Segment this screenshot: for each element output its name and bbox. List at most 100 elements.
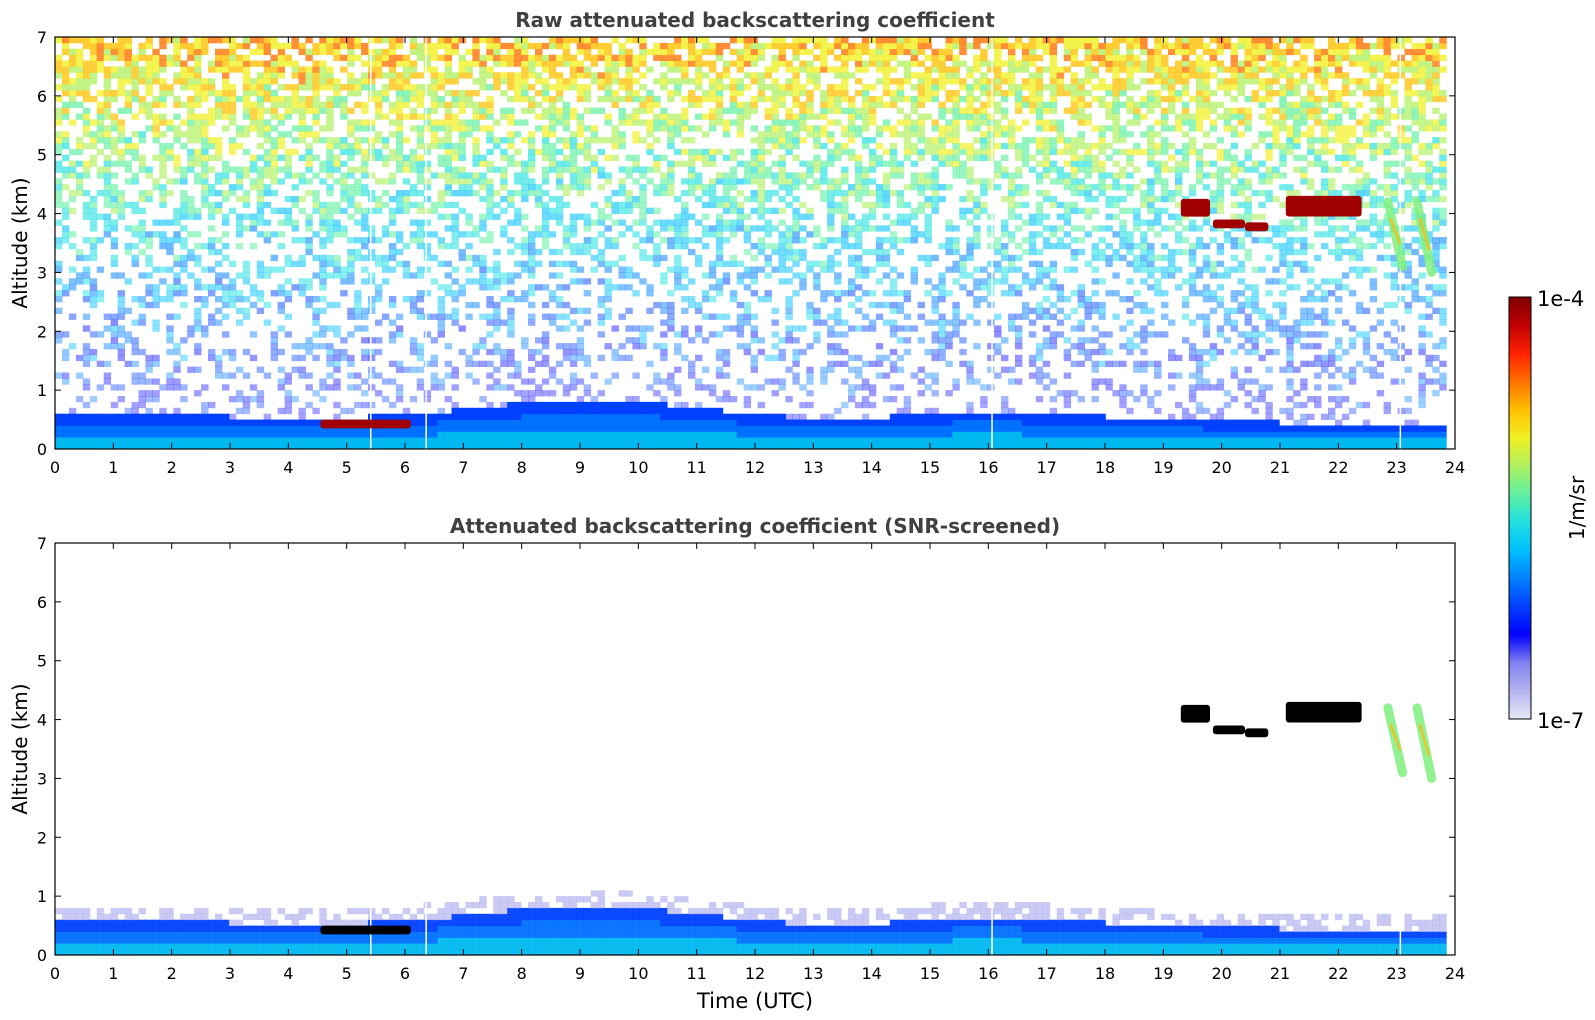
heatmap-cell [861, 219, 870, 226]
heatmap-cell [528, 396, 536, 403]
heatmap-cell [277, 366, 285, 373]
heatmap-cell [674, 237, 682, 244]
heatmap-cell [590, 131, 598, 138]
heatmap-cell [222, 125, 230, 132]
heatmap-cell [632, 107, 640, 114]
heatmap-cell [291, 343, 299, 350]
heatmap-cell [152, 443, 160, 449]
heatmap-cell [152, 184, 160, 191]
heatmap-cell [75, 254, 84, 262]
heatmap-cell [674, 366, 682, 373]
heatmap-cell [855, 431, 863, 438]
heatmap-cell [868, 148, 877, 156]
heatmap-cell [263, 237, 272, 244]
heatmap-cell [361, 443, 369, 449]
heatmap-cell [277, 419, 285, 426]
heatmap-cell [938, 425, 946, 432]
heatmap-cell [855, 66, 863, 73]
heatmap-cell [201, 48, 209, 56]
heatmap-cell [771, 413, 779, 420]
heatmap-cell [159, 84, 167, 91]
heatmap-cell [423, 178, 432, 185]
heatmap-cell [507, 48, 515, 56]
heatmap-cell [479, 213, 487, 220]
heatmap-cell [597, 278, 605, 285]
heatmap-cell [451, 37, 459, 44]
heatmap-cell [249, 213, 258, 220]
heatmap-cell [903, 219, 912, 226]
heatmap-cell [347, 184, 355, 191]
heatmap-cell [715, 407, 724, 415]
heatmap-cell [222, 372, 230, 379]
heatmap-cell [813, 284, 821, 291]
heatmap-cell [541, 213, 550, 220]
heatmap-cell [375, 48, 383, 56]
heatmap-cell [375, 207, 383, 214]
heatmap-cell [479, 396, 487, 403]
heatmap-cell [361, 278, 369, 285]
heatmap-cell [820, 113, 828, 120]
heatmap-cell [152, 301, 160, 309]
heatmap-cell [555, 419, 564, 426]
heatmap-cell [848, 278, 856, 285]
heatmap-cell [228, 42, 237, 50]
heatmap-cell [416, 348, 425, 356]
heatmap-cell [938, 78, 946, 85]
heatmap-cell [242, 107, 251, 114]
heatmap-cell [298, 431, 306, 438]
heatmap-cell [180, 301, 188, 309]
heatmap-cell [514, 296, 522, 303]
heatmap-cell [778, 378, 786, 385]
heatmap-cell [284, 166, 292, 173]
heatmap-cell [500, 90, 508, 97]
heatmap-cell [945, 72, 953, 79]
heatmap-cell [284, 437, 292, 444]
heatmap-cell [889, 366, 898, 373]
heatmap-cell [138, 78, 146, 85]
heatmap-cell [270, 331, 278, 338]
heatmap-cell [667, 184, 675, 191]
panel-raw-title: Raw attenuated backscattering coefficien… [515, 8, 995, 32]
heatmap-cell [910, 184, 918, 191]
heatmap-cell [910, 42, 918, 50]
heatmap-cell [855, 425, 863, 432]
heatmap-cell [514, 443, 522, 449]
heatmap-cell [117, 384, 125, 391]
heatmap-cell [96, 425, 105, 432]
heatmap-cell [855, 354, 863, 362]
heatmap-cell [305, 343, 313, 350]
heatmap-cell [903, 325, 912, 332]
heatmap-cell [778, 354, 786, 362]
heatmap-cell [208, 313, 216, 320]
heatmap-cell [868, 119, 877, 126]
heatmap-cell [889, 37, 898, 44]
heatmap-cell [96, 66, 105, 73]
heatmap-cell [931, 154, 939, 161]
heatmap-cell [145, 84, 153, 91]
heatmap-cell [618, 443, 626, 449]
heatmap-cell [493, 419, 501, 426]
heatmap-cell [368, 425, 376, 432]
heatmap-cell [166, 378, 174, 385]
heatmap-cell [952, 413, 960, 420]
heatmap-cell [521, 107, 529, 114]
heatmap-cell [451, 366, 459, 373]
heatmap-cell [55, 307, 63, 314]
heatmap-cell [604, 296, 612, 303]
heatmap-cell [159, 413, 167, 420]
heatmap-cell [785, 84, 793, 91]
heatmap-cell [576, 307, 585, 314]
heatmap-cell [514, 366, 522, 373]
heatmap-cell [674, 243, 682, 250]
heatmap-cell [674, 266, 682, 273]
heatmap-cell [96, 131, 105, 138]
heatmap-cell [312, 90, 320, 97]
heatmap-cell [110, 219, 119, 226]
heatmap-cell [68, 266, 77, 273]
heatmap-cell [117, 90, 125, 97]
heatmap-cell [479, 313, 487, 320]
heatmap-cell [827, 348, 835, 356]
heatmap-cell [166, 372, 174, 379]
heatmap-cell [124, 407, 132, 415]
heatmap-cell [298, 101, 306, 108]
